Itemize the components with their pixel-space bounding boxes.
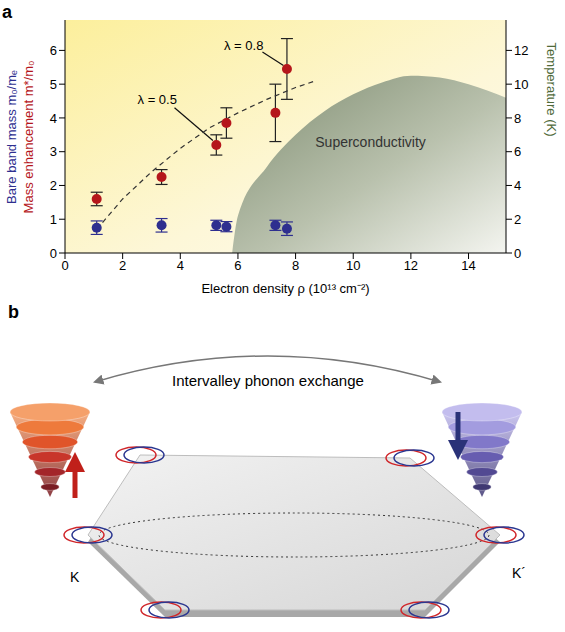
html-text:Mass enhancement m*/m₀: Mass enhancement m*/m₀ [20, 60, 35, 213]
html-text:a: a [2, 2, 12, 22]
svg-text:4: 4 [177, 258, 184, 273]
svg-text:K: K [70, 569, 80, 585]
svg-text:λ = 0.5: λ = 0.5 [138, 92, 177, 107]
svg-text:Electron density ρ (10¹³ cm⁻²): Electron density ρ (10¹³ cm⁻²) [201, 281, 369, 296]
html-text:Bare band mass m₀/mₑ: Bare band mass m₀/mₑ [3, 69, 18, 204]
svg-text:6: 6 [50, 43, 57, 58]
svg-text:12: 12 [404, 258, 418, 273]
svg-text:0: 0 [50, 246, 57, 261]
svg-text:Intervalley phonon exchange: Intervalley phonon exchange [172, 372, 364, 389]
svg-text:2: 2 [50, 178, 57, 193]
svg-text:0: 0 [61, 258, 68, 273]
svg-text:6: 6 [514, 144, 521, 159]
svg-text:12: 12 [514, 43, 528, 58]
svg-text:λ = 0.8: λ = 0.8 [224, 38, 263, 53]
svg-text:K´: K´ [512, 565, 526, 581]
svg-text:1: 1 [50, 212, 57, 227]
svg-text:2: 2 [119, 258, 126, 273]
svg-text:14: 14 [461, 258, 475, 273]
svg-text:4: 4 [514, 178, 521, 193]
svg-text:6: 6 [234, 258, 241, 273]
svg-text:2: 2 [514, 212, 521, 227]
svg-text:10: 10 [514, 77, 528, 92]
svg-text:Superconductivity: Superconductivity [315, 134, 426, 150]
svg-text:Temperature (K): Temperature (K) [544, 43, 559, 137]
svg-text:0: 0 [514, 246, 521, 261]
svg-text:8: 8 [292, 258, 299, 273]
svg-text:4: 4 [50, 111, 57, 126]
svg-text:b: b [8, 302, 19, 322]
svg-text:10: 10 [346, 258, 360, 273]
svg-text:5: 5 [50, 77, 57, 92]
svg-text:8: 8 [514, 111, 521, 126]
svg-text:3: 3 [50, 144, 57, 159]
